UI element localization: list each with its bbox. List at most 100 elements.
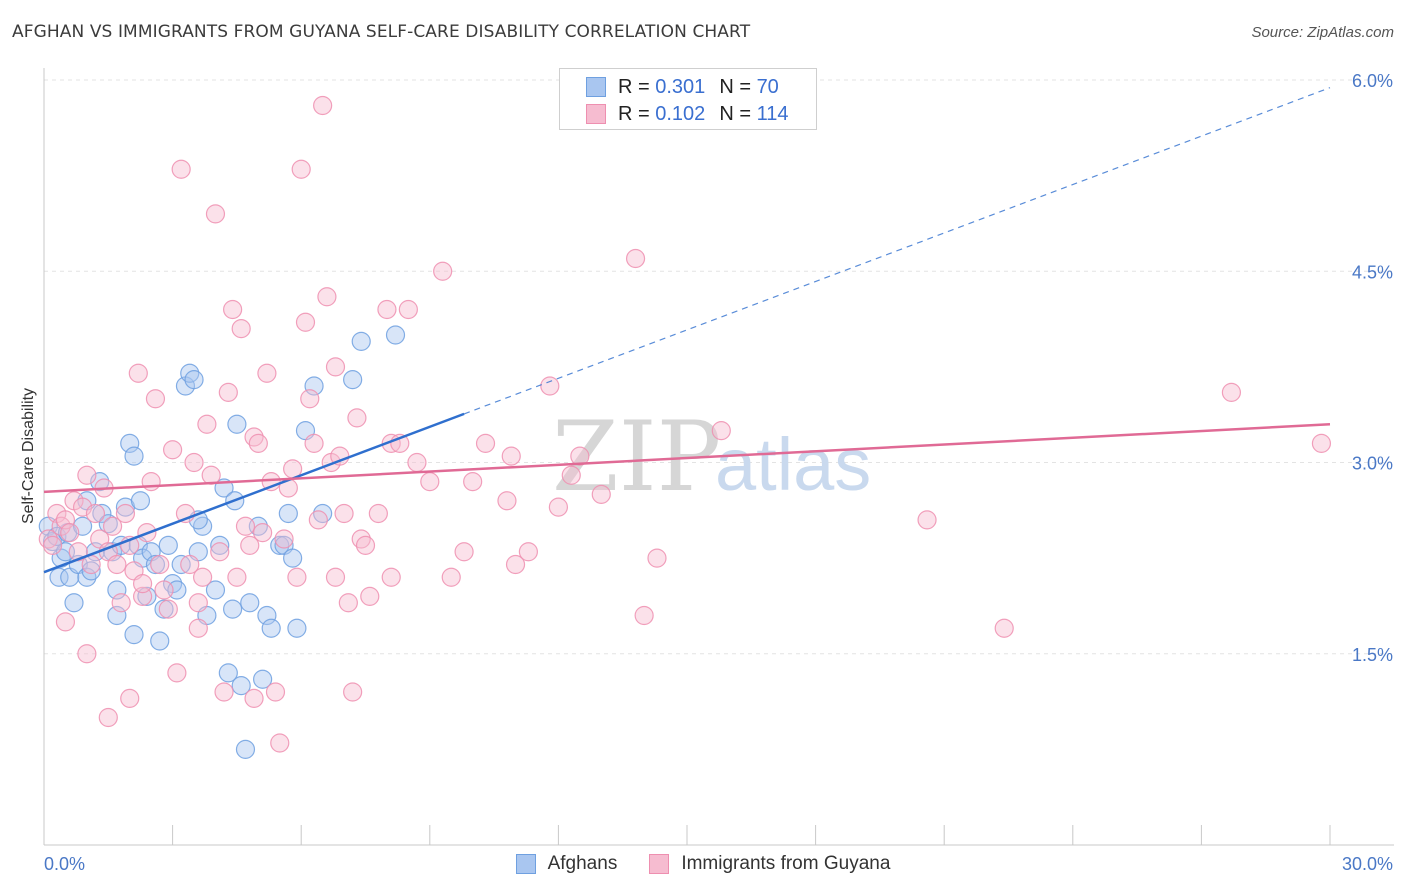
- afghan-point: [158, 535, 178, 555]
- guyana-point: [244, 688, 264, 708]
- guyana-point: [141, 472, 161, 492]
- afghan-point: [184, 370, 204, 390]
- guyana-point: [548, 497, 569, 517]
- r-label: R =: [618, 75, 650, 98]
- y-axis-label: Self-Care Disability: [20, 387, 37, 525]
- stats-box: R = 0.301 N = 70 R = 0.102 N = 114: [559, 68, 817, 130]
- x-tick-label: 30.0%: [1342, 854, 1393, 874]
- afghans-trend-line: [43, 412, 465, 574]
- afghan-point: [124, 625, 144, 645]
- guyana-point: [347, 408, 367, 428]
- afghan-point: [107, 580, 127, 600]
- guyana-point: [360, 586, 380, 606]
- guyana-point: [167, 663, 187, 683]
- guyana-point: [55, 510, 76, 530]
- guyana-point: [197, 414, 217, 434]
- guyana-point: [193, 567, 213, 587]
- n-label: N =: [719, 102, 751, 125]
- source-label: Source: ZipAtlas.com: [1251, 24, 1394, 41]
- legend-label-guyana: Immigrants from Guyana: [681, 853, 891, 874]
- guyana-point: [111, 593, 131, 613]
- guyana-point: [85, 503, 106, 524]
- afghan-point: [231, 676, 251, 696]
- axes: [43, 68, 1394, 846]
- guyana-point: [570, 446, 590, 466]
- guyana-point: [634, 605, 654, 626]
- afghan-point: [253, 669, 273, 689]
- guyana-point: [77, 465, 97, 485]
- stats-row-guyana: R = 0.102 N = 114: [586, 101, 788, 127]
- guyana-point: [55, 612, 76, 632]
- guyana-point: [150, 554, 170, 575]
- guyana-point: [518, 542, 538, 562]
- guyana-point: [381, 567, 401, 587]
- guyana-point: [145, 389, 166, 409]
- afghans-swatch: [586, 77, 606, 97]
- guyana-point: [917, 510, 937, 530]
- afghan-point: [261, 618, 281, 638]
- afghan-point: [145, 554, 166, 575]
- guyana-point: [308, 510, 328, 530]
- legend-swatch-guyana: [649, 854, 670, 874]
- guyana-point: [188, 593, 208, 613]
- guyana-point: [184, 452, 204, 473]
- afghan-point: [107, 605, 127, 626]
- legend-item-guyana[interactable]: Immigrants from Guyana: [649, 853, 890, 875]
- guyana-point: [647, 548, 667, 568]
- guyana-point: [270, 733, 290, 753]
- legend-item-afghans[interactable]: Afghans: [515, 853, 618, 875]
- y-tick-label: 4.5%: [1352, 262, 1393, 282]
- afghan-point: [210, 535, 230, 555]
- n-value: 114: [756, 102, 789, 125]
- n-label: N =: [719, 75, 751, 98]
- guyana-point: [398, 299, 418, 320]
- afghan-point: [343, 370, 363, 390]
- afghan-point: [235, 739, 256, 759]
- guyana-point: [325, 567, 346, 587]
- x-tick-label: 0.0%: [44, 854, 85, 874]
- afghan-point: [130, 491, 151, 511]
- series-guyana: [38, 95, 1332, 753]
- guyana-point: [132, 574, 153, 594]
- guyana-point: [274, 529, 294, 549]
- guyana-point: [291, 159, 311, 179]
- stats-row-afghans: R = 0.301 N = 70: [586, 74, 779, 100]
- n-value: 70: [756, 75, 779, 98]
- y-tick-label: 3.0%: [1352, 454, 1393, 474]
- afghan-point: [49, 567, 69, 587]
- guyana-point: [115, 503, 136, 524]
- guyana-point: [420, 472, 440, 492]
- afghan-point: [227, 414, 247, 434]
- guyana-point: [591, 484, 611, 504]
- guyana-point: [107, 554, 127, 575]
- guyana-point: [214, 682, 234, 702]
- guyana-point: [355, 535, 376, 555]
- guyana-point: [154, 580, 174, 600]
- guyana-point: [625, 248, 646, 269]
- guyana-trend-line: [43, 423, 1331, 494]
- guyana-point: [300, 389, 320, 409]
- r-value: 0.301: [655, 75, 706, 98]
- r-label: R =: [618, 102, 650, 125]
- afghan-point: [124, 446, 144, 466]
- guyana-point: [497, 491, 517, 511]
- guyana-point: [128, 363, 148, 383]
- afghan-point: [278, 503, 298, 524]
- guyana-point: [171, 159, 191, 179]
- guyana-point: [325, 357, 346, 377]
- guyana-point: [257, 363, 277, 383]
- legend-label-afghans: Afghans: [547, 853, 618, 874]
- trend-lines: [43, 87, 1331, 574]
- afghan-point: [64, 593, 84, 613]
- afghan-point: [92, 503, 112, 524]
- afghan-point: [385, 325, 406, 345]
- afghan-point: [81, 561, 101, 581]
- guyana-point: [377, 299, 397, 320]
- legend: Afghans Immigrants from Guyana: [0, 850, 1406, 878]
- guyana-point: [102, 516, 123, 536]
- guyana-point: [42, 535, 63, 555]
- guyana-point: [1221, 382, 1242, 402]
- guyana-point: [454, 542, 474, 562]
- afghan-point: [137, 586, 157, 606]
